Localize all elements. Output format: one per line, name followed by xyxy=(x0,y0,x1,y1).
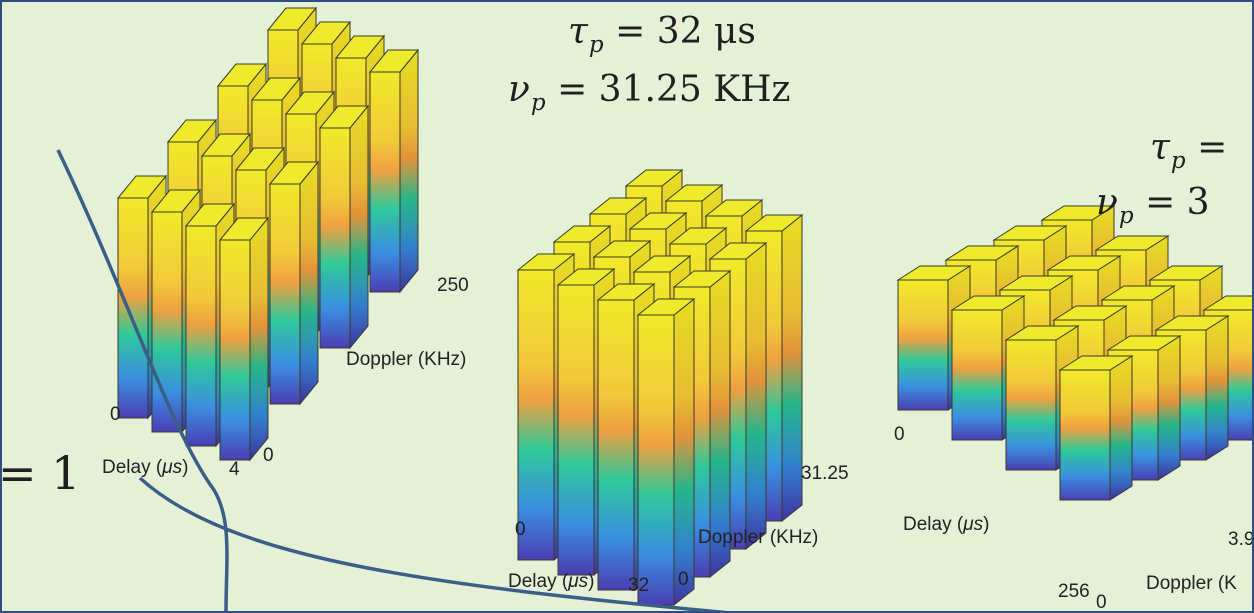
middle-bar-0-3 xyxy=(636,297,696,607)
nu-value: = 31.25 KHz xyxy=(557,69,791,110)
right-bar-0-3 xyxy=(1058,355,1134,501)
left-delay-start-tick: 0 xyxy=(110,404,121,425)
delay-label-close: ) xyxy=(182,457,189,478)
middle-doppler-start-tick: 0 xyxy=(678,569,689,590)
right-tau-annotation: τp = xyxy=(1150,130,1227,173)
tau-symbol: τ xyxy=(568,11,588,52)
right-doppler-axis-label: Doppler (K xyxy=(1146,573,1237,594)
middle-tau-annotation: τp = 32 μs xyxy=(568,14,756,57)
left-doppler-axis-label: Doppler (KHz) xyxy=(346,349,467,370)
left-doppler-end-tick: 250 xyxy=(437,275,469,296)
delay-label-text: Delay ( xyxy=(102,457,163,478)
left-delay-end-tick: 4 xyxy=(229,459,240,480)
middle-doppler-axis-label: Doppler (KHz) xyxy=(698,527,819,548)
nu-symbol: ν xyxy=(1096,182,1118,223)
tau-subscript: p xyxy=(588,32,604,58)
delay-label-close: ) xyxy=(588,571,595,592)
right-doppler-end-tick: 3.9 xyxy=(1228,529,1254,550)
delay-label-close: ) xyxy=(983,514,990,535)
middle-delay-start-tick: 0 xyxy=(515,519,526,540)
middle-delay-axis-label: Delay (μs) xyxy=(508,572,594,591)
left-delay-axis-label: Delay (μs) xyxy=(102,458,188,477)
delay-label-unit: μs xyxy=(963,514,984,535)
right-delay-start-tick: 0 xyxy=(894,424,905,445)
right-delay-end-tick: 256 xyxy=(1058,581,1090,602)
nu-value: = 3 xyxy=(1145,182,1210,223)
tau-symbol: τ xyxy=(1150,127,1170,168)
left-bar-0-3 xyxy=(218,216,270,462)
nu-symbol: ν xyxy=(508,69,530,110)
left-bar-3-3 xyxy=(368,48,420,294)
middle-nu-annotation: νp = 31.25 KHz xyxy=(508,72,790,115)
delay-label-text: Delay ( xyxy=(508,571,569,592)
nu-subscript: p xyxy=(530,90,546,116)
left-bar-1-3 xyxy=(268,160,320,406)
right-doppler-start-tick: 0 xyxy=(1096,592,1107,613)
tau-subscript: p xyxy=(1170,148,1186,174)
right-delay-axis-label: Delay (μs) xyxy=(903,515,989,534)
left-bar-2-3 xyxy=(318,104,370,350)
left-doppler-start-tick: 0 xyxy=(263,445,274,466)
delay-label-unit: μs xyxy=(568,571,589,592)
delay-label-unit: μs xyxy=(162,457,183,478)
delay-label-text: Delay ( xyxy=(903,514,964,535)
equals-one-label: = 1 xyxy=(0,446,81,500)
nu-subscript: p xyxy=(1118,203,1134,229)
tau-value: = 32 μs xyxy=(615,11,756,52)
middle-doppler-end-tick: 31.25 xyxy=(801,463,849,484)
right-nu-annotation: νp = 3 xyxy=(1096,185,1210,228)
middle-delay-end-tick: 32 xyxy=(628,575,650,596)
tau-value: = xyxy=(1197,127,1228,168)
